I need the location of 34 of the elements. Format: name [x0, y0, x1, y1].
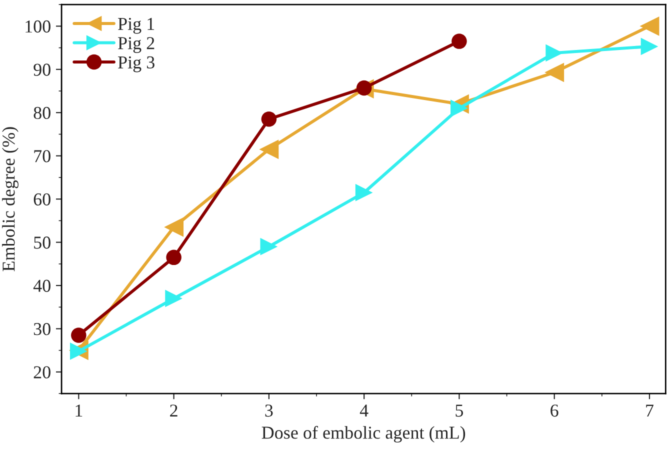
- point: [164, 217, 184, 237]
- x-tick-label: 1: [76, 404, 82, 417]
- point: [640, 38, 658, 56]
- point: [355, 184, 373, 202]
- x-tick-label: 5: [456, 404, 464, 417]
- y-tick-label: 80: [34, 106, 50, 120]
- y-tick-label: 30: [34, 322, 50, 336]
- point: [544, 62, 564, 82]
- x-tick-label: 7: [646, 404, 654, 417]
- point: [260, 238, 278, 256]
- y-tick-label: 90: [34, 64, 50, 76]
- legend-label: Pig 2: [118, 37, 154, 53]
- y-tick-label: 60: [34, 193, 50, 206]
- x-axis-title: Dose of embolic agent (mL): [262, 426, 466, 443]
- y-tick-label: 70: [34, 150, 50, 162]
- x-tick-label: 3: [265, 404, 273, 417]
- x-tick-label: 6: [550, 404, 558, 417]
- point: [259, 140, 279, 160]
- point: [640, 16, 660, 36]
- legend-label: Pig 3: [118, 56, 154, 72]
- point: [71, 328, 86, 343]
- point: [166, 250, 182, 266]
- y-axis-title: Embolic degree (%): [2, 127, 18, 272]
- point: [452, 34, 467, 49]
- point: [165, 290, 182, 308]
- y-tick-label: 40: [33, 280, 50, 292]
- point: [450, 100, 468, 117]
- point: [261, 111, 277, 127]
- x-tick-label: 4: [360, 404, 368, 417]
- legend-label: Pig 1: [118, 18, 154, 34]
- y-tick-label: 50: [34, 236, 50, 249]
- y-tick-label: 20: [34, 366, 50, 378]
- x-tick-label: 2: [170, 404, 178, 417]
- y-tick-label: 100: [26, 20, 50, 33]
